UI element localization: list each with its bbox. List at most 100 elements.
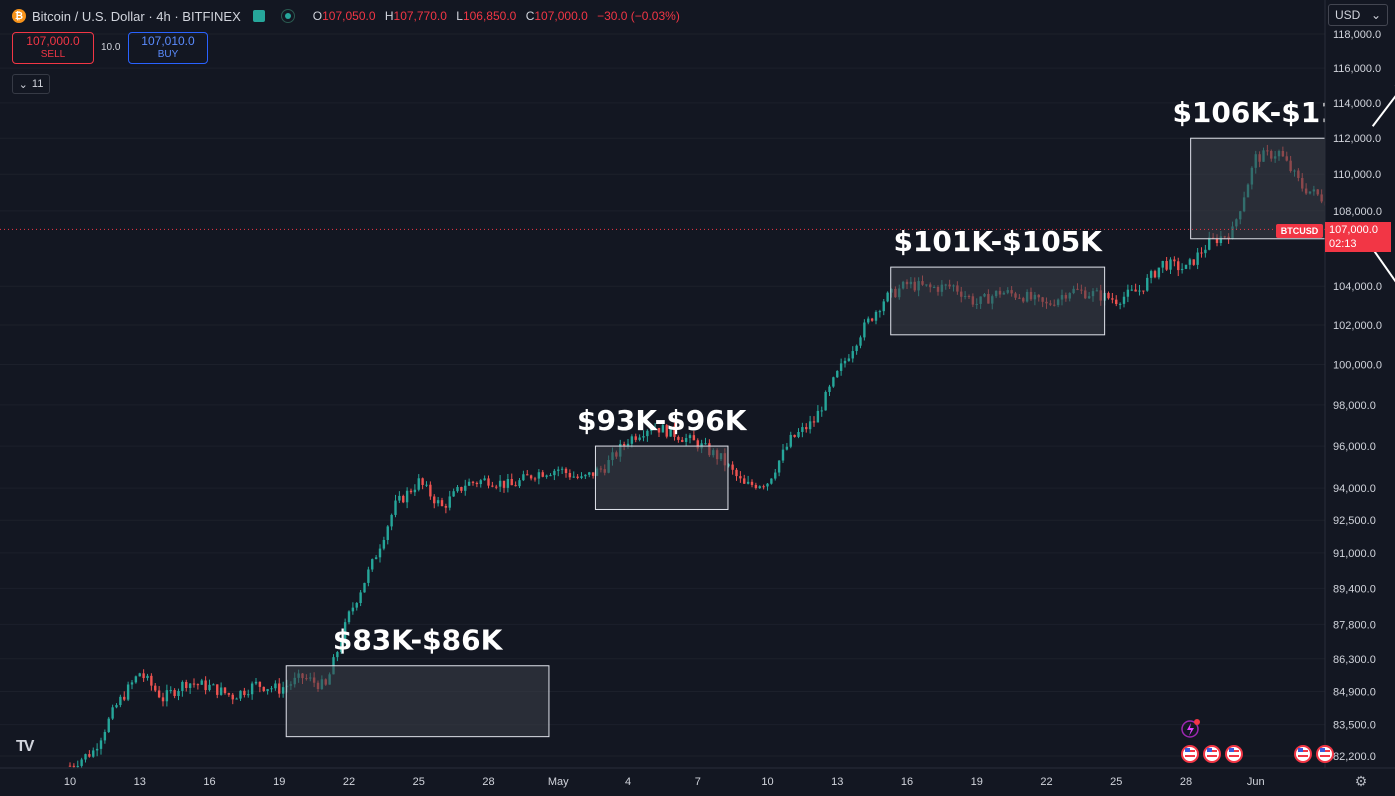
candle-body [526, 474, 529, 476]
time-tick-label: 13 [831, 776, 843, 788]
candle-body [681, 439, 684, 442]
candle-body [243, 690, 246, 695]
candle-body [820, 410, 823, 412]
candle-body [1111, 298, 1114, 300]
candle-body [1177, 261, 1180, 271]
candle-body [692, 435, 696, 441]
candle-body [107, 718, 110, 732]
candle-body [855, 345, 858, 352]
price-tick-label: 89,400.0 [1333, 583, 1376, 595]
time-tick-label: 19 [273, 776, 285, 788]
range-box[interactable] [285, 665, 550, 738]
candle-body [196, 684, 200, 686]
price-tick-label: 108,000.0 [1333, 206, 1382, 218]
candle-body [847, 358, 851, 361]
candle-body [386, 526, 389, 540]
candle-body [68, 765, 72, 767]
us-flag-event-icon[interactable] [1225, 745, 1243, 763]
candle-body [270, 688, 273, 690]
candle-body [549, 475, 552, 477]
candle-body [134, 676, 138, 683]
candle-body [816, 410, 820, 423]
time-tick-label: May [548, 776, 569, 788]
sell-price: 107,000.0 [26, 34, 80, 48]
candle-body [173, 690, 176, 696]
candle-body [576, 476, 579, 478]
candle-body [409, 490, 413, 493]
candle-body [150, 675, 153, 686]
status-dot-icon[interactable] [280, 9, 295, 23]
candle-body [475, 482, 479, 485]
event-lightning-icon[interactable] [1181, 719, 1200, 738]
candle-body [1146, 277, 1149, 291]
candle-body [1184, 264, 1188, 269]
candle-body [560, 468, 564, 470]
candle-body [103, 731, 107, 741]
economic-events[interactable] [1181, 719, 1334, 763]
symbol-header[interactable]: ₿ Bitcoin / U.S. Dollar · 4h · BITFINEX … [12, 6, 686, 26]
candle-body [584, 474, 587, 477]
spread-value: 10.0 [101, 42, 121, 53]
us-flag-event-icon[interactable] [1316, 745, 1334, 763]
candle-body [374, 557, 378, 560]
candle-body [673, 426, 676, 437]
candle-body [1219, 236, 1223, 244]
candle-body [622, 443, 626, 446]
candle-body [758, 486, 761, 489]
candle-body [669, 426, 672, 437]
candle-body [704, 443, 707, 445]
candle-body [239, 690, 242, 699]
candle-body [870, 318, 874, 321]
range-box[interactable] [890, 266, 1106, 336]
symbol-price-tag: BTCUSD [1276, 224, 1323, 238]
ohlc-readout: O107,050.0 H107,770.0 L106,850.0 C107,00… [312, 9, 680, 23]
arrow-up-icon [1371, 85, 1395, 127]
settings-gear-icon[interactable]: ⚙ [1354, 772, 1368, 789]
candle-body [491, 485, 494, 487]
candle-body [452, 491, 455, 497]
candle-body [553, 470, 556, 476]
candle-body [557, 469, 560, 471]
symbol-title[interactable]: Bitcoin / U.S. Dollar · 4h · BITFINEX [32, 8, 241, 24]
candle-body [777, 460, 781, 473]
price-axis[interactable]: 118,000.0 116,000.0 114,000.0 112,000.0 110,… [1324, 0, 1395, 796]
range-label: $93K-$96K [577, 404, 748, 437]
tradingview-logo[interactable]: TV [16, 738, 35, 755]
candle-body [95, 748, 99, 751]
range-box[interactable] [594, 445, 729, 510]
time-axis[interactable]: 10 13 16 19 22 25 28 May 4 7 10 13 16 19 22 25 28 Jun [0, 767, 1395, 796]
price-axis-bg [1325, 0, 1395, 796]
us-flag-event-icon[interactable] [1294, 745, 1312, 763]
candle-body [746, 481, 750, 484]
candle-body [793, 434, 796, 437]
indicators-toggle[interactable]: ⌄ 11 [12, 74, 50, 94]
candle-body [119, 696, 122, 706]
chevron-down-icon: ⌄ [18, 78, 28, 91]
candle-body [359, 592, 362, 603]
candle-body [506, 479, 510, 488]
candle-body [169, 690, 172, 692]
candle-body [541, 472, 544, 477]
candle-body [502, 480, 506, 488]
candle-body [1138, 290, 1141, 292]
currency-select[interactable]: USD ⌄ [1328, 4, 1388, 26]
candle-body [99, 740, 103, 749]
candle-body [533, 478, 537, 480]
candle-body [154, 685, 157, 691]
candle-body [146, 675, 149, 679]
candle-body [138, 673, 141, 677]
us-flag-event-icon[interactable] [1203, 745, 1221, 763]
candle-body [262, 686, 265, 691]
candle-body [665, 425, 668, 437]
candle-body [165, 690, 169, 702]
us-flag-event-icon[interactable] [1181, 745, 1199, 763]
candle-body [1173, 259, 1176, 262]
time-tick-label: 7 [695, 776, 701, 788]
candle-body [677, 436, 680, 440]
candle-body [111, 707, 114, 719]
candle-body [479, 480, 482, 485]
sell-button[interactable]: 107,000.0 SELL [12, 32, 94, 64]
market-open-icon[interactable] [252, 10, 265, 22]
buy-button[interactable]: 107,010.0 BUY [128, 32, 208, 64]
